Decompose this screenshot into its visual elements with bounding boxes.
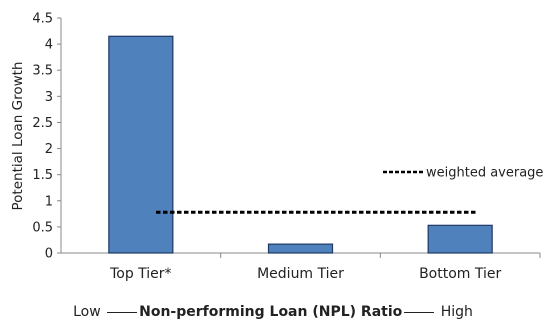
y-tick-label: 3.5 [32, 64, 53, 79]
chart-bars [108, 35, 493, 254]
y-tick-label: 0 [45, 247, 53, 262]
y-tick-label: 3 [45, 90, 53, 105]
x-category-label: Bottom Tier [419, 266, 501, 282]
y-tick-label: 1 [45, 194, 53, 209]
y-tick-label: 4.5 [32, 12, 53, 27]
y-tick-label: 1.5 [32, 168, 53, 183]
bar [108, 35, 174, 254]
legend-label: weighted average [426, 166, 543, 181]
y-tick-label: 2 [45, 142, 53, 157]
x-axis-label: Low Non-performing Loan (NPL) Ratio High [0, 304, 546, 320]
chart-legend: weighted average [383, 166, 543, 181]
chart-axes: 0 0.5 1 1.5 2 2.5 3 3.5 4 4.5 Top Tier* Medium Tier… [32, 12, 541, 282]
y-tick-label: 2.5 [32, 116, 53, 131]
x-category-label: Medium Tier [257, 266, 344, 282]
bar [427, 224, 493, 254]
y-tick-label: 4 [45, 38, 53, 53]
x-category-label: Top Tier* [109, 266, 171, 282]
x-axis-label-right-rule [404, 311, 435, 313]
y-tick-label: 0.5 [32, 220, 53, 235]
x-axis-label-low: Low [73, 304, 101, 320]
bar [267, 243, 334, 254]
y-axis-label: Potential Loan Growth [10, 62, 26, 211]
x-axis-label-left-rule [107, 311, 138, 313]
x-axis-label-high: High [440, 304, 473, 320]
x-axis-label-title: Non-performing Loan (NPL) Ratio [139, 304, 403, 320]
